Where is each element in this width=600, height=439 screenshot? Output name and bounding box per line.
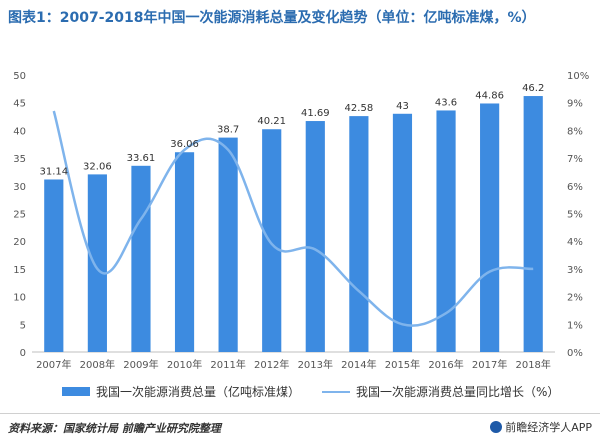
y-right-tick-label: 3% bbox=[567, 265, 583, 276]
bar bbox=[436, 110, 456, 353]
x-tick-label: 2009年 bbox=[123, 358, 158, 371]
brand-logo-icon bbox=[490, 421, 503, 433]
footer-divider bbox=[0, 413, 600, 414]
y-right-tick-label: 1% bbox=[567, 320, 583, 331]
bar bbox=[44, 179, 64, 352]
legend-label-consumption: 我国一次能源消费总量（亿吨标准煤） bbox=[96, 385, 301, 399]
y-right-tick-label: 0% bbox=[567, 348, 583, 359]
y-left-tick-label: 25 bbox=[13, 210, 26, 221]
bar-value-label: 36.06 bbox=[170, 139, 199, 150]
y-left-tick-label: 10 bbox=[13, 293, 26, 304]
bar-value-label: 43 bbox=[396, 101, 409, 112]
x-tick-label: 2008年 bbox=[80, 358, 115, 371]
source-note: 资料来源：国家统计局 前瞻产业研究院整理 bbox=[8, 422, 221, 435]
x-tick-label: 2014年 bbox=[341, 358, 376, 371]
bar-value-label: 43.6 bbox=[435, 97, 457, 108]
bar-value-label: 31.14 bbox=[39, 166, 68, 177]
y-left-tick-label: 40 bbox=[13, 126, 26, 137]
y-right-tick-label: 9% bbox=[567, 99, 583, 110]
bar-value-label: 42.58 bbox=[345, 103, 374, 114]
y-left-tick-label: 50 bbox=[13, 71, 26, 82]
bar bbox=[174, 152, 195, 352]
brand-text: 前瞻经济学人APP bbox=[505, 421, 592, 434]
bar-value-label: 38.7 bbox=[217, 125, 239, 136]
bar-value-label: 46.2 bbox=[522, 83, 544, 94]
y-right-tick-label: 6% bbox=[567, 182, 583, 193]
bar-value-label: 41.69 bbox=[301, 108, 330, 119]
brand: 前瞻经济学人APP bbox=[490, 419, 592, 435]
legend-swatch-bar bbox=[62, 387, 90, 396]
bar bbox=[305, 121, 325, 352]
x-tick-label: 2015年 bbox=[385, 358, 420, 371]
bar bbox=[218, 137, 238, 352]
bar bbox=[480, 103, 500, 352]
y-right-tick-label: 4% bbox=[567, 237, 583, 248]
y-left-tick-label: 45 bbox=[13, 99, 26, 110]
legend-item-growth: 我国一次能源消费总量同比增长（%） bbox=[322, 383, 559, 400]
x-tick-label: 2011年 bbox=[210, 358, 245, 371]
x-tick-label: 2010年 bbox=[167, 358, 202, 371]
bar bbox=[349, 116, 369, 352]
y-right-tick-label: 2% bbox=[567, 293, 583, 304]
y-left-tick-label: 30 bbox=[13, 182, 26, 193]
bar-value-label: 32.06 bbox=[83, 161, 112, 172]
legend-label-growth: 我国一次能源消费总量同比增长（%） bbox=[356, 385, 560, 399]
y-left-tick-label: 5 bbox=[20, 320, 26, 331]
x-tick-label: 2017年 bbox=[472, 358, 507, 371]
bar-value-label: 40.21 bbox=[257, 116, 286, 127]
y-left-tick-label: 35 bbox=[13, 154, 26, 165]
y-right-tick-label: 5% bbox=[567, 210, 583, 221]
growth-line bbox=[52, 110, 534, 327]
bar bbox=[87, 174, 107, 352]
bar bbox=[131, 165, 151, 352]
x-tick-label: 2007年 bbox=[36, 358, 71, 371]
legend-item-consumption: 我国一次能源消费总量（亿吨标准煤） bbox=[62, 383, 300, 400]
x-tick-label: 2016年 bbox=[428, 358, 463, 371]
chart-title: 图表1：2007-2018年中国一次能源消耗总量及变化趋势（单位：亿吨标准煤，%… bbox=[8, 10, 536, 26]
legend-swatch-line bbox=[322, 390, 350, 393]
bar bbox=[262, 129, 282, 352]
y-left-tick-label: 20 bbox=[13, 237, 26, 248]
x-tick-label: 2018年 bbox=[515, 358, 550, 371]
bar-value-label: 44.86 bbox=[475, 90, 504, 101]
y-left-tick-label: 0 bbox=[20, 348, 26, 359]
bar bbox=[392, 113, 413, 352]
x-tick-label: 2012年 bbox=[254, 358, 289, 371]
y-left-tick-label: 15 bbox=[13, 265, 26, 276]
x-tick-label: 2013年 bbox=[298, 358, 333, 371]
bar-value-label: 33.61 bbox=[127, 153, 156, 164]
y-right-tick-label: 8% bbox=[567, 126, 583, 137]
y-right-tick-label: 10% bbox=[567, 71, 589, 82]
y-right-tick-label: 7% bbox=[567, 154, 583, 165]
bar bbox=[523, 96, 543, 352]
